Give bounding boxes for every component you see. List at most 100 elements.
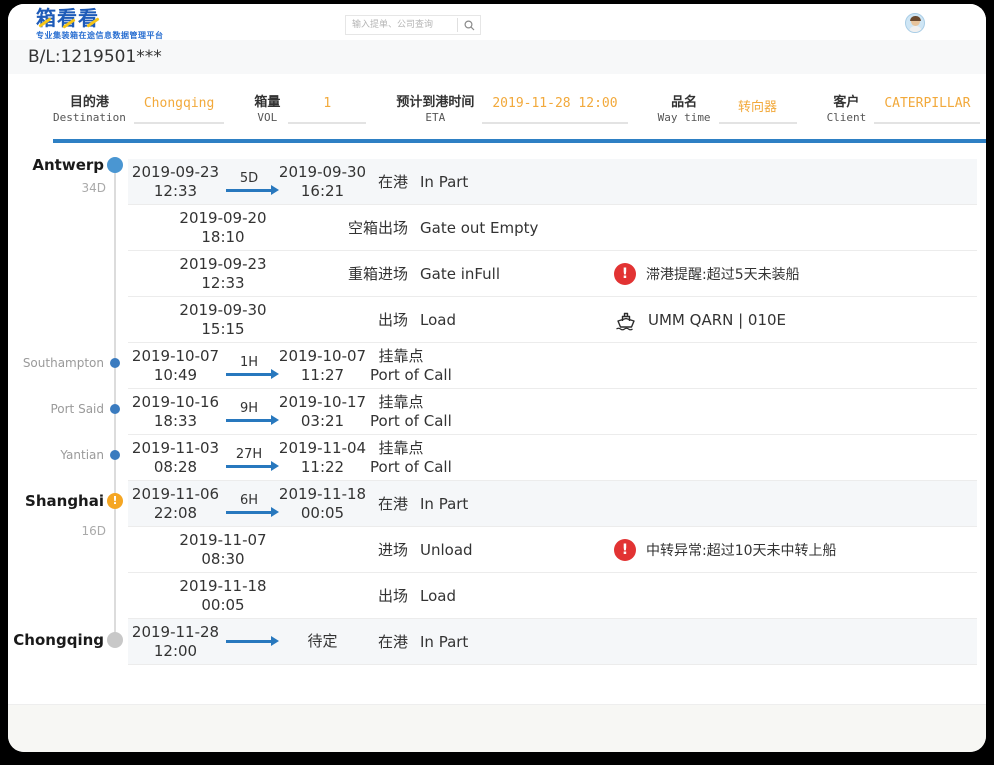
event-date: 2019-09-30 bbox=[179, 300, 267, 319]
app-logo[interactable]: 箱看看 专业集装箱在途信息数据管理平台 bbox=[36, 7, 164, 41]
arrow-right-icon bbox=[226, 636, 279, 646]
top-bar: 箱看看 专业集装箱在途信息数据管理平台 bbox=[8, 4, 986, 40]
field-label-en: Destination bbox=[53, 111, 126, 124]
timeline-row-event: 2019-11-18 00:05 出场 Load bbox=[128, 573, 977, 619]
status-en: Port of Call bbox=[370, 365, 452, 384]
start-time: 08:28 bbox=[153, 457, 198, 476]
event-date: 2019-11-18 bbox=[179, 576, 267, 595]
field-client: 客户 Client CATERPILLAR bbox=[827, 95, 981, 124]
status-cn: 挂靠点 bbox=[378, 346, 424, 365]
port-label-yantian: Yantian bbox=[60, 448, 104, 462]
timeline-rows: 2019-09-23 12:33 5D 2019-09-30 16:21 在港 … bbox=[128, 159, 977, 665]
status-cn: 在港 bbox=[377, 633, 408, 651]
end-date: 2019-10-07 bbox=[278, 346, 367, 365]
timeline-row-event: 2019-09-23 12:33 重箱进场 Gate inFull ! 滞港提醒… bbox=[128, 251, 977, 297]
status-cn: 挂靠点 bbox=[378, 438, 424, 457]
search-bar bbox=[345, 15, 481, 35]
arrow-right-icon bbox=[226, 368, 279, 379]
duration-label: 27H bbox=[235, 446, 263, 462]
status-en: Unload bbox=[420, 540, 473, 559]
end-time: 03:21 bbox=[300, 411, 345, 430]
end-time: 00:05 bbox=[300, 503, 345, 522]
field-value-client: CATERPILLAR bbox=[874, 95, 981, 124]
port-dot-icon bbox=[110, 404, 120, 414]
start-date: 2019-11-28 bbox=[131, 622, 220, 641]
alert-icon: ! bbox=[614, 538, 636, 561]
search-button[interactable] bbox=[458, 16, 480, 34]
status-en: Gate out Empty bbox=[420, 218, 539, 237]
start-date: 2019-11-06 bbox=[131, 484, 220, 503]
arrow-right-icon bbox=[226, 460, 279, 471]
field-label-cn: 目的港 bbox=[69, 95, 109, 110]
event-date: 2019-09-23 bbox=[179, 254, 267, 273]
field-value-commodity: 转向器 bbox=[718, 95, 797, 124]
alert-text: 滞港提醒:超过5天未装船 bbox=[646, 266, 800, 283]
end-date: 2019-11-18 bbox=[278, 484, 367, 503]
end-date: 2019-10-17 bbox=[278, 392, 367, 411]
alert-icon: ! bbox=[614, 262, 636, 285]
port-warning-icon: ! bbox=[107, 493, 123, 509]
status-en: Port of Call bbox=[370, 411, 452, 430]
field-volume: 箱量 VOL 1 bbox=[254, 95, 367, 124]
port-dot-icon bbox=[107, 632, 123, 648]
timeline-row-event: 2019-09-30 15:15 出场 Load bbox=[128, 297, 977, 343]
arrow-right-icon bbox=[226, 506, 279, 517]
search-icon bbox=[463, 19, 475, 31]
status-cn: 在港 bbox=[377, 495, 408, 513]
page-footer bbox=[8, 704, 986, 752]
start-time: 10:49 bbox=[153, 365, 198, 384]
duration-label: 1H bbox=[239, 354, 259, 370]
status-en: In Part bbox=[420, 632, 469, 651]
main-content: 目的港 Destination Chongqing 箱量 VOL 1 预计到港时… bbox=[8, 74, 986, 704]
start-date: 2019-10-07 bbox=[131, 346, 220, 365]
status-cn: 挂靠点 bbox=[378, 392, 424, 411]
field-label-cn: 箱量 bbox=[254, 95, 281, 110]
duration-label: 5D bbox=[239, 170, 259, 186]
port-dot-icon bbox=[110, 358, 120, 368]
port-dot-icon bbox=[107, 157, 123, 173]
field-destination: 目的港 Destination Chongqing bbox=[53, 95, 225, 124]
port-label-chongqing: Chongqing bbox=[13, 631, 104, 649]
field-label-en: Client bbox=[826, 111, 867, 124]
port-dot-icon bbox=[110, 450, 120, 460]
start-date: 2019-11-03 bbox=[131, 438, 220, 457]
port-duration: 34D bbox=[81, 181, 106, 195]
event-date: 2019-09-20 bbox=[179, 208, 267, 227]
timeline-row-portcall: 2019-10-16 18:33 9H 2019-10-17 03:21 挂靠点… bbox=[128, 389, 977, 435]
start-time: 12:33 bbox=[153, 181, 198, 200]
app-window: 箱看看 专业集装箱在途信息数据管理平台 B/L:1219501*** bbox=[8, 4, 986, 752]
timeline-row-event: 2019-09-20 18:10 空箱出场 Gate out Empty bbox=[128, 205, 977, 251]
user-avatar[interactable] bbox=[905, 13, 925, 33]
port-label-shanghai: Shanghai bbox=[25, 492, 104, 510]
arrow-right-icon bbox=[226, 414, 279, 425]
event-time: 00:05 bbox=[201, 595, 245, 614]
timeline-row-summary: 2019-11-28 12:00 待定 在港 In Part bbox=[128, 619, 977, 665]
event-time: 18:10 bbox=[201, 227, 245, 246]
status-cn: 出场 bbox=[377, 587, 408, 605]
status-en: Load bbox=[420, 310, 456, 329]
start-date: 2019-10-16 bbox=[131, 392, 220, 411]
start-time: 22:08 bbox=[153, 503, 198, 522]
status-en: Gate inFull bbox=[420, 264, 501, 283]
shipment-info-row: 目的港 Destination Chongqing 箱量 VOL 1 预计到港时… bbox=[8, 74, 986, 124]
status-en: Port of Call bbox=[370, 457, 452, 476]
status-cn: 出场 bbox=[377, 311, 408, 329]
page-title: B/L:1219501*** bbox=[28, 47, 162, 67]
timeline-row-portcall: 2019-10-07 10:49 1H 2019-10-07 11:27 挂靠点… bbox=[128, 343, 977, 389]
search-input[interactable] bbox=[346, 16, 457, 34]
field-label-en: VOL bbox=[257, 111, 278, 124]
field-value-volume: 1 bbox=[288, 95, 367, 124]
field-label-en: ETA bbox=[425, 111, 446, 124]
bl-title-bar: B/L:1219501*** bbox=[8, 40, 986, 74]
start-date: 2019-09-23 bbox=[131, 162, 220, 181]
end-time: 11:27 bbox=[300, 365, 345, 384]
tracking-timeline: Antwerp 34D Southampton Port Said Yantia… bbox=[8, 143, 986, 695]
event-time: 15:15 bbox=[201, 319, 245, 338]
field-value-eta: 2019-11-28 12:00 bbox=[482, 95, 628, 124]
timeline-row-event: 2019-11-07 08:30 进场 Unload ! 中转异常:超过10天未… bbox=[128, 527, 977, 573]
port-label-southampton: Southampton bbox=[22, 356, 104, 370]
app-logo-title: 箱看看 bbox=[36, 6, 99, 30]
status-cn: 进场 bbox=[377, 541, 408, 559]
event-date: 2019-11-07 bbox=[179, 530, 267, 549]
search-divider bbox=[457, 18, 458, 32]
